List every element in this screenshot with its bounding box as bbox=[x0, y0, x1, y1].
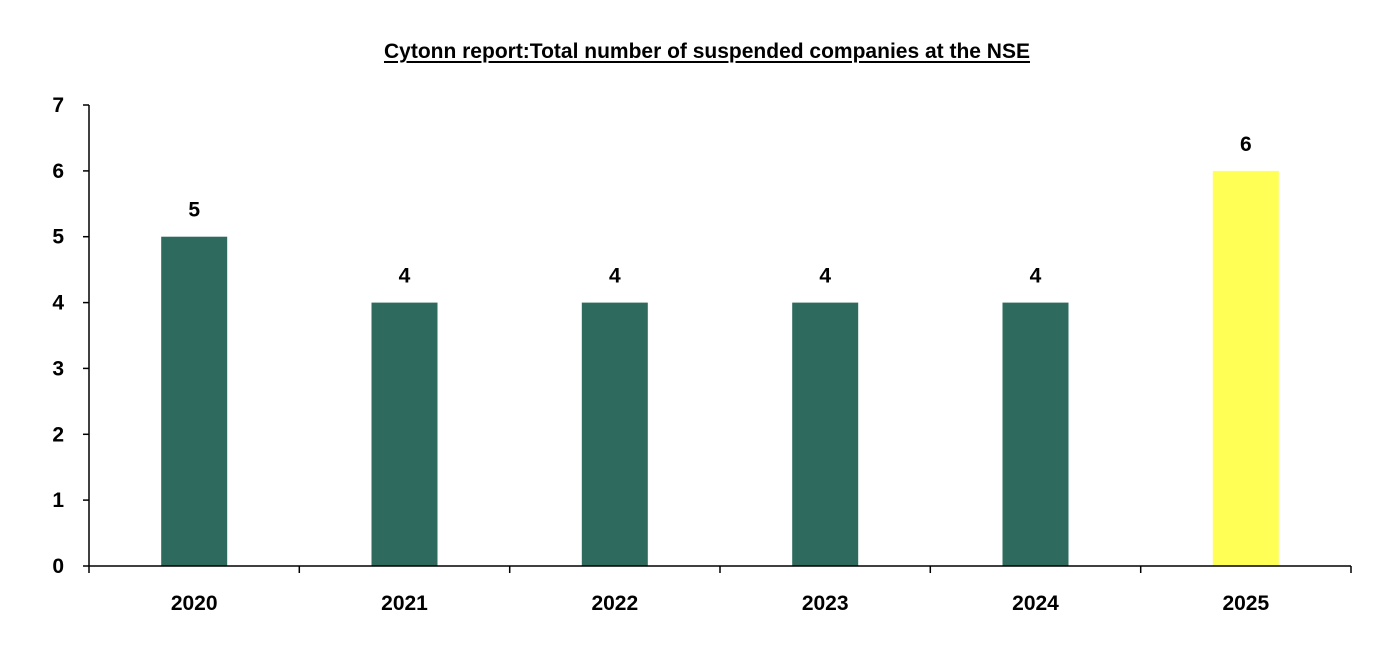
x-tick-label-2020: 2020 bbox=[171, 592, 218, 615]
data-label-2025: 6 bbox=[1240, 133, 1252, 156]
y-tick-label-3: 3 bbox=[52, 357, 64, 380]
data-label-2023: 4 bbox=[819, 265, 831, 288]
axes-layer bbox=[83, 104, 1352, 573]
bar-2023 bbox=[792, 302, 859, 566]
bar-2024 bbox=[1002, 302, 1069, 566]
x-tick-label-2025: 2025 bbox=[1222, 592, 1269, 615]
x-tick-label-2022: 2022 bbox=[591, 592, 638, 615]
data-label-2022: 4 bbox=[609, 265, 621, 288]
data-label-2020: 5 bbox=[188, 199, 200, 222]
y-tick-label-4: 4 bbox=[52, 292, 64, 315]
y-tick-label-0: 0 bbox=[52, 555, 64, 578]
bar-2020 bbox=[161, 236, 228, 566]
y-tick-label-6: 6 bbox=[52, 160, 64, 183]
y-tick-label-1: 1 bbox=[52, 489, 64, 512]
labels-layer: 5 2020 4 2021 4 2022 4 2023 4 2024 6 2025 0 1 2 3 4 5 6 7 bbox=[52, 94, 1269, 615]
x-tick-label-2021: 2021 bbox=[381, 592, 428, 615]
x-tick-label-2024: 2024 bbox=[1012, 592, 1059, 615]
bar-2021 bbox=[371, 302, 438, 566]
data-label-2024: 4 bbox=[1030, 265, 1042, 288]
y-tick-label-5: 5 bbox=[52, 226, 64, 249]
data-label-2021: 4 bbox=[399, 265, 411, 288]
chart-title: Cytonn report:Total number of suspended … bbox=[383, 40, 1030, 63]
bars-layer bbox=[161, 170, 1279, 566]
y-tick-label-7: 7 bbox=[52, 94, 64, 117]
x-tick-label-2023: 2023 bbox=[802, 592, 849, 615]
bar-2022 bbox=[581, 302, 648, 566]
bar-2025 bbox=[1212, 170, 1279, 566]
y-tick-label-2: 2 bbox=[52, 423, 64, 446]
